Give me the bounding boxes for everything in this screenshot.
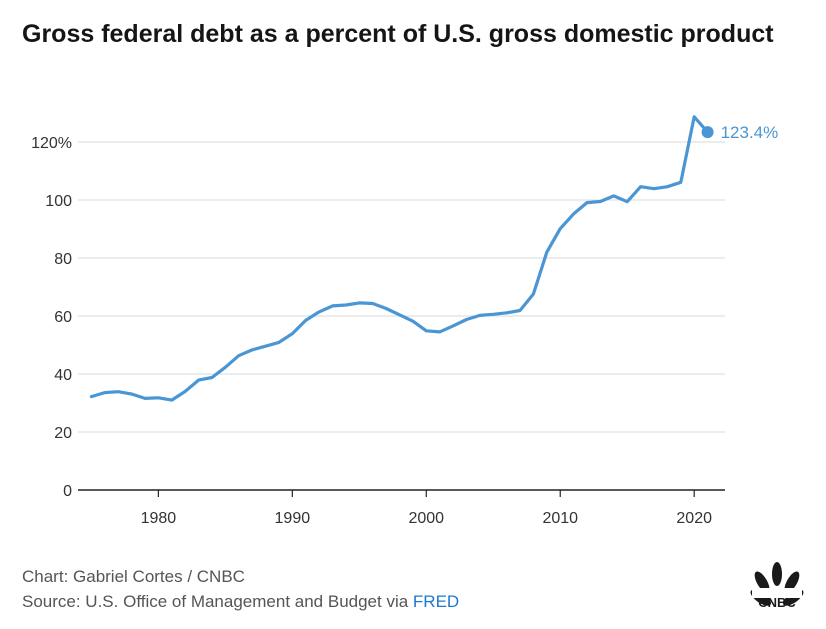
chart-footer: Chart: Gabriel Cortes / CNBC Source: U.S… [22, 564, 459, 614]
annotation-layer: 123.4% [701, 123, 779, 142]
chart-credit: Chart: Gabriel Cortes / CNBC [22, 567, 245, 586]
y-tick-label: 20 [54, 425, 72, 442]
y-tick-label: 120% [31, 135, 72, 152]
cnbc-peacock-logo: CNBC [750, 562, 804, 610]
endpoint-marker [701, 126, 714, 139]
chart-source: Source: U.S. Office of Management and Bu… [22, 589, 459, 614]
y-axis-tick-labels: 0 20 40 60 80 100 120% [31, 135, 72, 500]
y-tick-label: 80 [54, 251, 72, 268]
x-tick-label: 1980 [141, 510, 177, 527]
x-tick-label: 1990 [275, 510, 311, 527]
gridlines [78, 141, 725, 433]
y-tick-label: 40 [54, 367, 72, 384]
y-tick-label: 100 [45, 193, 72, 210]
x-tick-label: 2000 [408, 510, 444, 527]
x-tick-label: 2010 [542, 510, 578, 527]
y-tick-label: 60 [54, 309, 72, 326]
chart-title: Gross federal debt as a percent of U.S. … [22, 20, 774, 48]
x-tick-label: 2020 [676, 510, 712, 527]
x-axis: 1980 1990 2000 2010 2020 [78, 489, 725, 527]
endpoint-label: 123.4% [721, 123, 779, 142]
y-tick-label: 0 [63, 483, 72, 500]
debt-series-line [89, 115, 710, 402]
logo-wordmark: CNBC [758, 595, 796, 610]
series-layer [89, 115, 710, 402]
fred-link[interactable]: FRED [412, 592, 460, 611]
source-text: Source: U.S. Office of Management and Bu… [22, 592, 409, 611]
